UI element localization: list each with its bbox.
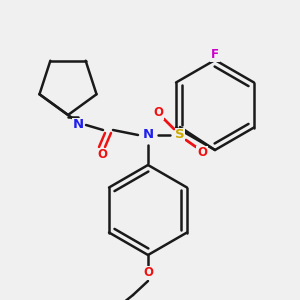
Text: O: O bbox=[197, 146, 207, 160]
Text: O: O bbox=[97, 148, 107, 161]
Text: N: N bbox=[142, 128, 154, 142]
Text: S: S bbox=[175, 128, 185, 142]
Text: O: O bbox=[143, 266, 153, 280]
Text: F: F bbox=[211, 49, 219, 62]
Text: N: N bbox=[72, 118, 84, 131]
Text: O: O bbox=[153, 106, 163, 119]
